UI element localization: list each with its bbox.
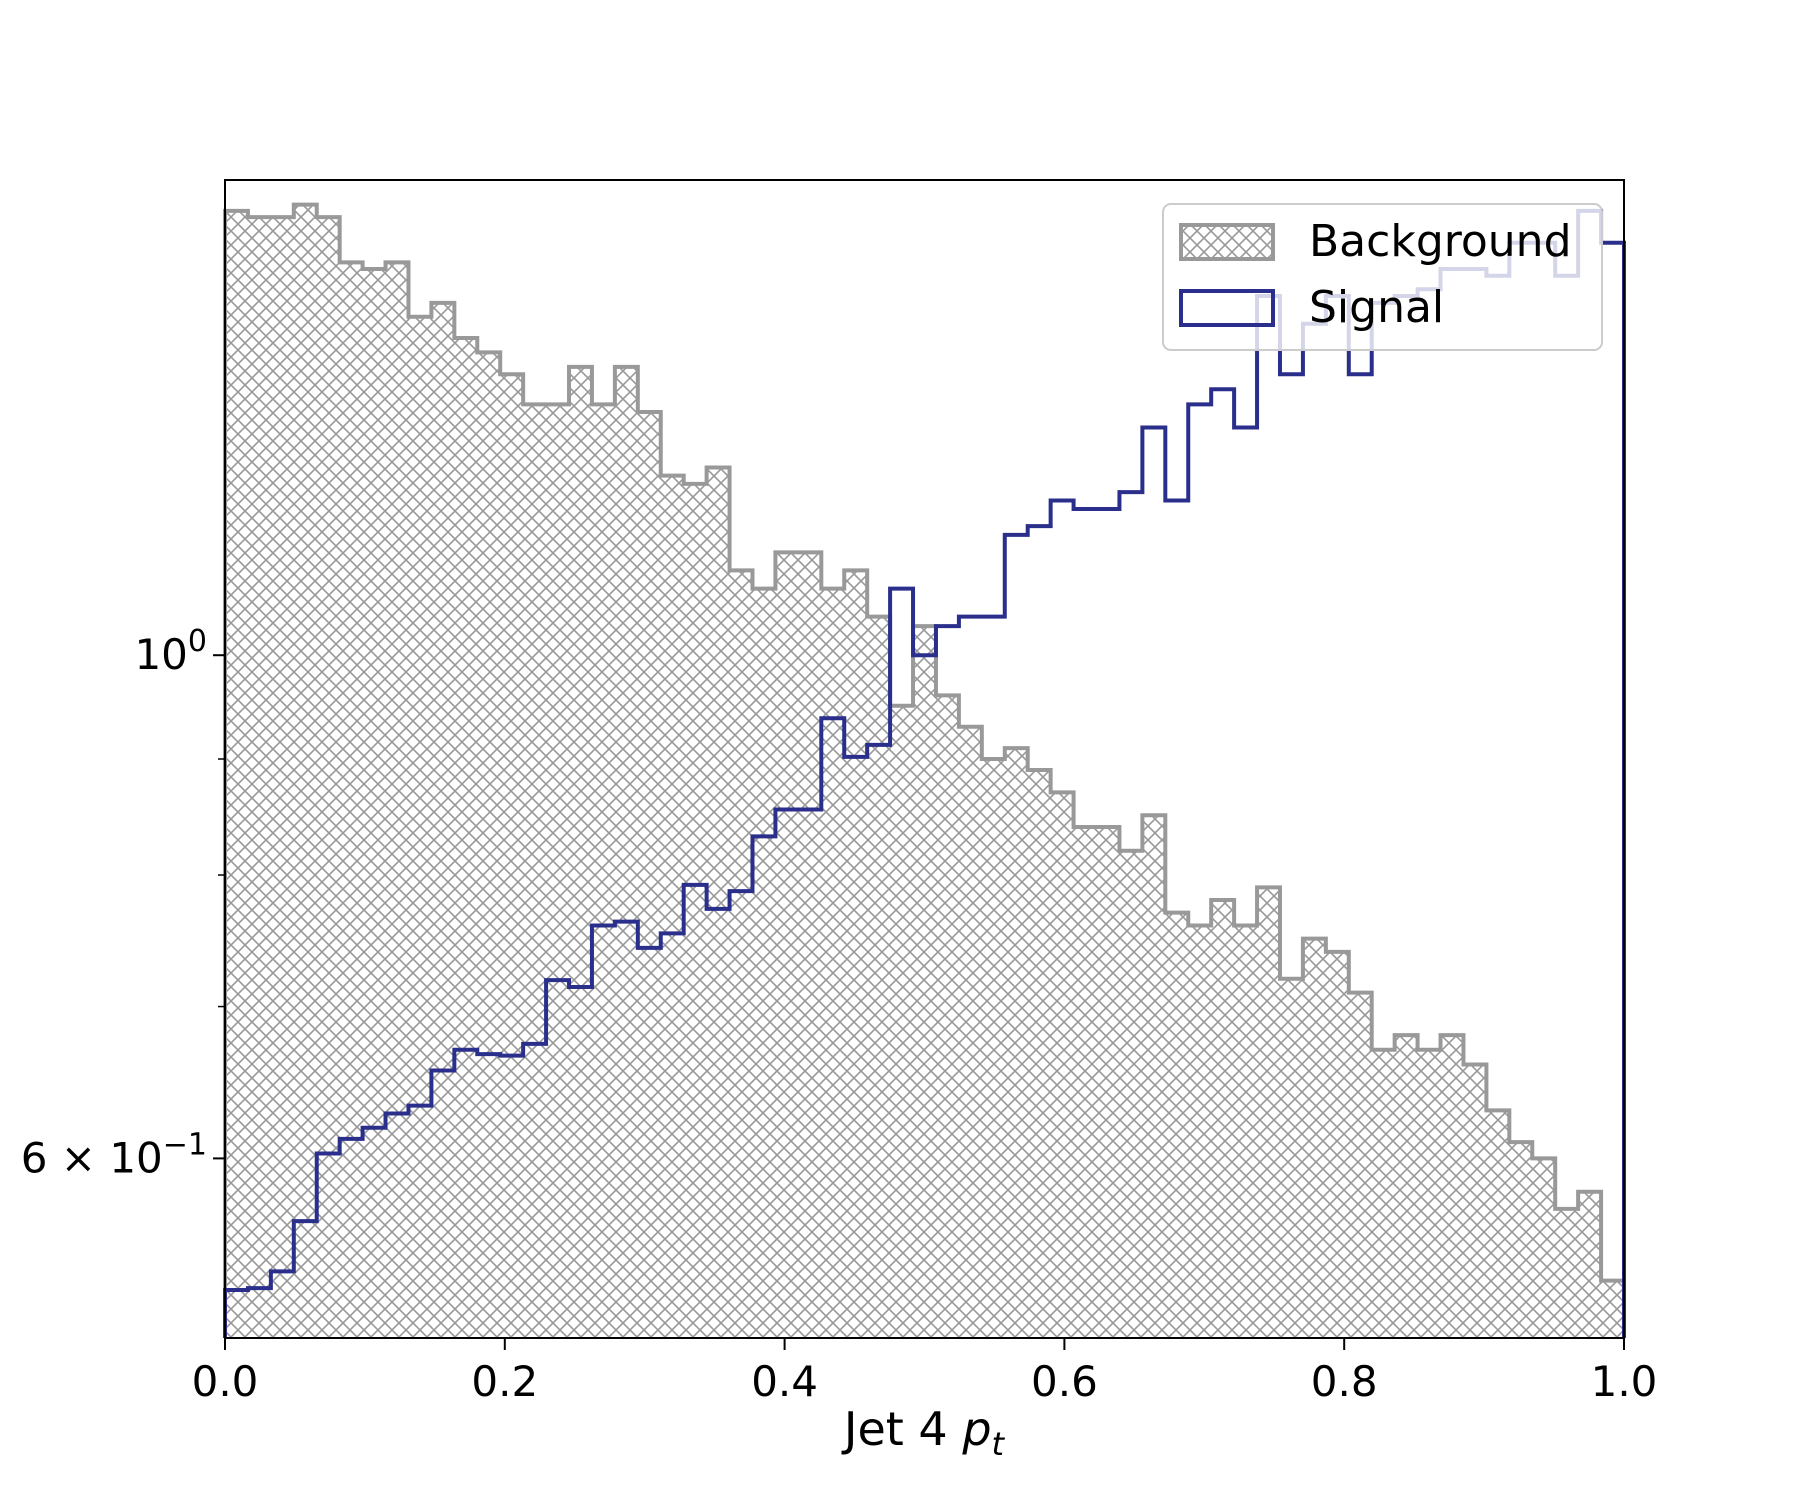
background-bar: [1165, 912, 1189, 1338]
background-bar: [1302, 938, 1327, 1338]
x-axis-label: Jet 4 pt: [841, 1402, 1006, 1463]
background-bar: [1486, 1110, 1510, 1338]
background-bar: [614, 366, 639, 1338]
background-bar: [408, 316, 432, 1339]
background-bar: [293, 204, 318, 1338]
background-bar: [316, 217, 341, 1339]
background-bar: [1463, 1064, 1487, 1338]
background-bar: [1325, 951, 1350, 1338]
background-bar: [1142, 815, 1166, 1338]
x-tick-label: 0.4: [751, 1357, 818, 1406]
background-bar: [569, 366, 593, 1338]
background-bar: [1073, 826, 1098, 1338]
background-bar: [1119, 850, 1143, 1338]
background-bar: [225, 210, 249, 1339]
background-bar: [1532, 1158, 1556, 1338]
background-bar: [270, 217, 295, 1339]
background-bar: [523, 404, 547, 1338]
background-bar: [890, 705, 914, 1338]
background-bar: [546, 404, 570, 1338]
background-bar: [798, 552, 822, 1338]
background-bar: [362, 269, 387, 1338]
background-bar: [1211, 899, 1235, 1338]
background-bar: [1234, 925, 1258, 1338]
background-bar: [1440, 1035, 1464, 1338]
background-bar: [958, 726, 983, 1338]
background-bar: [844, 570, 868, 1338]
background-bar: [247, 217, 272, 1339]
background-bar: [591, 404, 616, 1338]
x-tick-label: 1.0: [1591, 1357, 1658, 1406]
legend-background-label: Background: [1309, 216, 1572, 267]
x-tick-label: 0.2: [471, 1357, 538, 1406]
background-bar: [683, 483, 708, 1338]
background-bar: [660, 475, 685, 1338]
y-tick-label: 100: [134, 624, 207, 679]
series-background: [223, 202, 1626, 1339]
legend: Background Signal: [1162, 203, 1603, 351]
background-bar: [752, 588, 776, 1338]
background-step-line: [223, 202, 1626, 1338]
background-bar: [385, 262, 409, 1339]
background-bar: [775, 552, 799, 1338]
background-bar: [867, 616, 891, 1338]
background-bar: [1555, 1208, 1579, 1338]
background-bar: [1004, 748, 1029, 1338]
background-bar: [935, 695, 960, 1338]
legend-signal-swatch: [1179, 289, 1275, 327]
plot-area: [223, 202, 1626, 1339]
x-tick-label: 0.8: [1311, 1357, 1378, 1406]
x-tick-label: 0.0: [192, 1357, 259, 1406]
background-bar: [1371, 1049, 1396, 1338]
background-bar: [1417, 1049, 1442, 1338]
background-bar: [1601, 1280, 1625, 1338]
background-bar: [1257, 887, 1281, 1338]
x-tick-label: 0.6: [1031, 1357, 1098, 1406]
background-bar: [454, 337, 478, 1338]
background-bar: [1394, 1035, 1419, 1338]
background-bar: [477, 352, 501, 1338]
background-bar: [1279, 978, 1304, 1338]
background-bar: [1188, 925, 1212, 1338]
background-bar: [500, 374, 524, 1339]
legend-background-swatch: [1179, 223, 1275, 261]
background-bar: [339, 262, 364, 1339]
background-bar: [981, 759, 1006, 1338]
background-bar: [431, 302, 455, 1338]
legend-signal-label: Signal: [1309, 282, 1444, 333]
background-bar: [1027, 770, 1052, 1338]
background-bar: [821, 588, 845, 1338]
y-axis: 100 6 × 10−1: [21, 624, 225, 1182]
background-bar: [1348, 992, 1373, 1338]
background-bar: [1096, 826, 1120, 1338]
background-bar: [729, 570, 753, 1338]
background-bar: [913, 626, 937, 1338]
y-tick-label: 6 × 10−1: [21, 1127, 207, 1182]
background-bar: [637, 412, 662, 1338]
background-bar: [1509, 1142, 1533, 1338]
background-bar: [706, 467, 731, 1338]
x-axis: 0.0 0.2 0.4 0.6 0.8 1.0: [192, 1338, 1658, 1406]
background-bar: [1050, 792, 1075, 1338]
background-bar: [1578, 1191, 1602, 1338]
